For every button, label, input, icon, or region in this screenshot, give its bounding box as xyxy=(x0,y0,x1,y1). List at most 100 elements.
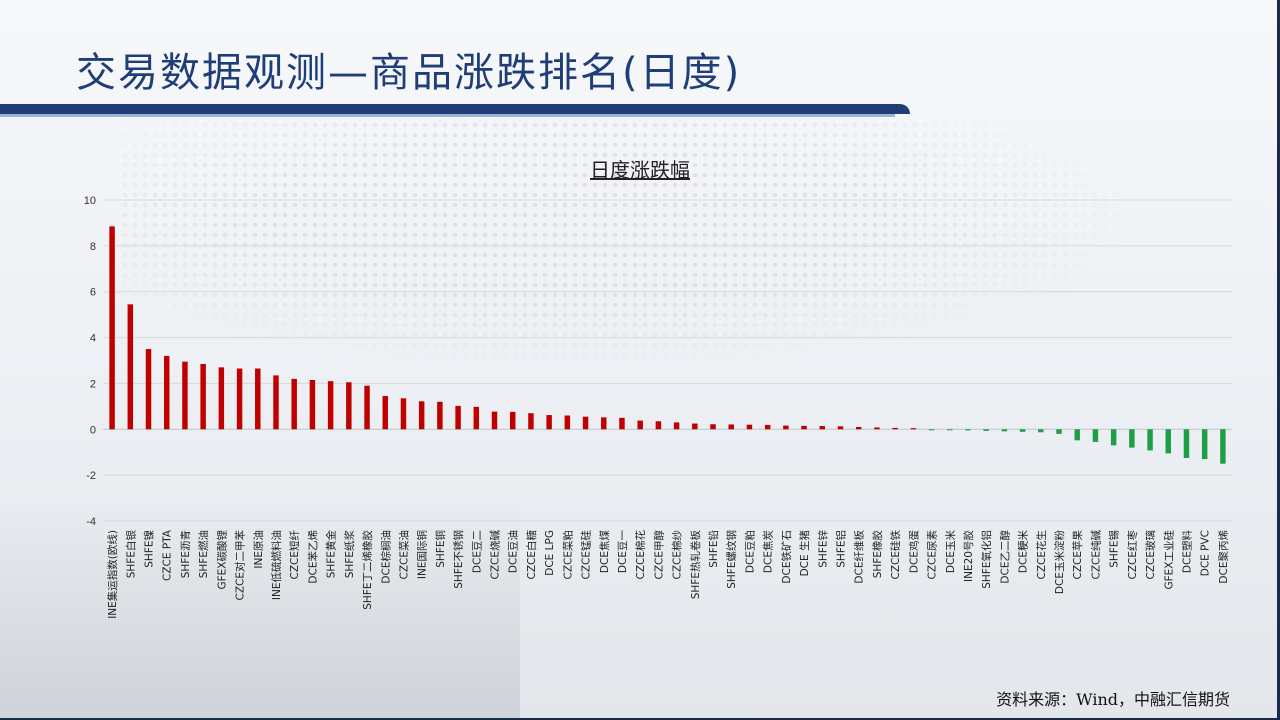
bar xyxy=(728,424,734,430)
x-tick-label: DCE豆粕 xyxy=(743,530,756,573)
bar xyxy=(1056,429,1062,434)
bar xyxy=(400,398,407,430)
title-underline-accent xyxy=(0,114,895,117)
x-tick-label: CZCE花生 xyxy=(1035,530,1048,580)
x-tick-label: DCE豆一 xyxy=(617,530,629,574)
x-tick-label: CZCE纯碱 xyxy=(1089,530,1102,580)
x-tick-label: CZCE棉纱 xyxy=(671,530,684,580)
title-underline-bar xyxy=(0,104,910,114)
bar xyxy=(200,363,206,430)
x-tick-label: CZCE对二甲苯 xyxy=(234,530,247,601)
x-tick-label: SHFE丁二烯橡胶 xyxy=(361,530,374,610)
chart-title-wrap: 日度涨跌幅 xyxy=(0,154,1280,183)
bar xyxy=(528,413,534,430)
bar xyxy=(509,411,516,430)
bar xyxy=(1092,429,1099,442)
x-tick-label: CZCE PTA xyxy=(162,529,174,581)
x-tick-label: DCE焦炭 xyxy=(762,530,775,574)
x-tick-label: SHFE热轧卷板 xyxy=(689,530,702,600)
skyline-decoration xyxy=(0,500,520,720)
x-tick-label: INE低硫燃料油 xyxy=(270,530,283,600)
x-tick-label: DCE聚丙烯 xyxy=(1217,530,1230,584)
bar xyxy=(382,396,388,430)
bar xyxy=(983,429,989,431)
y-tick-label: 0 xyxy=(90,424,96,436)
bar xyxy=(455,405,461,430)
x-tick-label: CZCE苹果 xyxy=(1071,530,1084,580)
bar xyxy=(619,417,625,430)
x-axis-labels: INE集运指数(欧线) SHFE白银 SHFE镍 CZCE PTA SHFE沥青 SHFE… xyxy=(106,529,1230,619)
y-tick-label: 10 xyxy=(84,195,96,207)
x-tick-label: SHFE沥青 xyxy=(179,530,192,578)
bar xyxy=(273,375,279,430)
x-tick-label: DCE豆油 xyxy=(507,530,520,573)
x-tick-label: DCE玉米 xyxy=(944,530,957,574)
bar xyxy=(164,355,170,430)
x-tick-label: GFEX工业硅 xyxy=(1162,530,1175,590)
x-tick-label: SHFE螺纹钢 xyxy=(725,530,738,589)
bar xyxy=(801,425,807,430)
x-tick-label: SHFE纸浆 xyxy=(343,530,356,579)
x-tick-label: CZCE甲醇 xyxy=(652,530,665,580)
chart-title: 日度涨跌幅 xyxy=(590,158,690,182)
x-tick-label: DCE苯乙烯 xyxy=(306,530,319,584)
bar xyxy=(601,417,607,430)
x-tick-label: CZCE玻璃 xyxy=(1144,530,1157,580)
bar xyxy=(1129,429,1135,448)
bar xyxy=(783,425,789,430)
x-tick-label: CZCE硅铁 xyxy=(889,530,902,580)
y-tick-label: -4 xyxy=(86,516,96,528)
bar xyxy=(582,416,589,430)
y-tick-label: -2 xyxy=(86,470,96,482)
x-tick-label: INE原油 xyxy=(252,530,265,569)
bar xyxy=(327,381,334,430)
x-tick-label: INE20号胶 xyxy=(962,530,975,582)
grid-layer xyxy=(103,199,1232,522)
bar xyxy=(637,420,643,430)
bar xyxy=(236,368,243,430)
bar xyxy=(291,378,297,430)
bar xyxy=(947,429,953,431)
bar xyxy=(892,427,898,430)
x-tick-label: DCE PVC xyxy=(1200,530,1212,576)
bar xyxy=(1001,429,1008,432)
x-tick-label: DCE塑料 xyxy=(1180,530,1193,574)
x-tick-label: DCE豆二 xyxy=(471,530,483,573)
bar xyxy=(491,411,498,430)
bar xyxy=(710,424,716,430)
bar xyxy=(1201,429,1208,460)
x-tick-label: SHFE黄金 xyxy=(325,530,338,579)
y-tick-label: 2 xyxy=(90,378,96,390)
x-tick-label: SHFE铝 xyxy=(834,530,847,568)
x-tick-label: DCE玉米淀粉 xyxy=(1053,530,1066,595)
x-tick-label: DCE乙二醇 xyxy=(998,530,1011,584)
page-title: 交易数据观测—商品涨跌排名(日度) xyxy=(76,50,742,96)
bar xyxy=(1110,429,1117,446)
x-tick-label: CZCE尿素 xyxy=(926,530,939,580)
x-tick-label: SHFE锡 xyxy=(1108,530,1121,568)
bar xyxy=(1019,429,1026,432)
bar xyxy=(746,424,753,430)
x-tick-label: DCE粳米 xyxy=(1017,530,1030,574)
bar xyxy=(1183,429,1190,458)
bar xyxy=(346,382,352,430)
bar xyxy=(255,368,261,430)
x-tick-label: INE国际铜 xyxy=(417,530,429,579)
bar xyxy=(673,422,680,430)
bar xyxy=(182,361,188,430)
bar xyxy=(546,415,552,430)
x-tick-label: CZCE锰硅 xyxy=(580,530,593,580)
y-tick-label: 4 xyxy=(90,333,96,345)
x-tick-label: SHFE白银 xyxy=(124,530,137,579)
x-tick-label: SHFE锌 xyxy=(816,530,829,568)
x-tick-label: DCE铁矿石 xyxy=(780,530,793,584)
bar xyxy=(692,423,698,430)
bar xyxy=(1220,429,1226,464)
bar xyxy=(965,429,971,431)
bar xyxy=(764,424,771,430)
x-tick-label: DCE 生猪 xyxy=(798,530,811,577)
bars xyxy=(109,226,1226,464)
source-note: 资料来源：Wind，中融汇信期货 xyxy=(996,690,1230,709)
bar xyxy=(364,385,370,430)
